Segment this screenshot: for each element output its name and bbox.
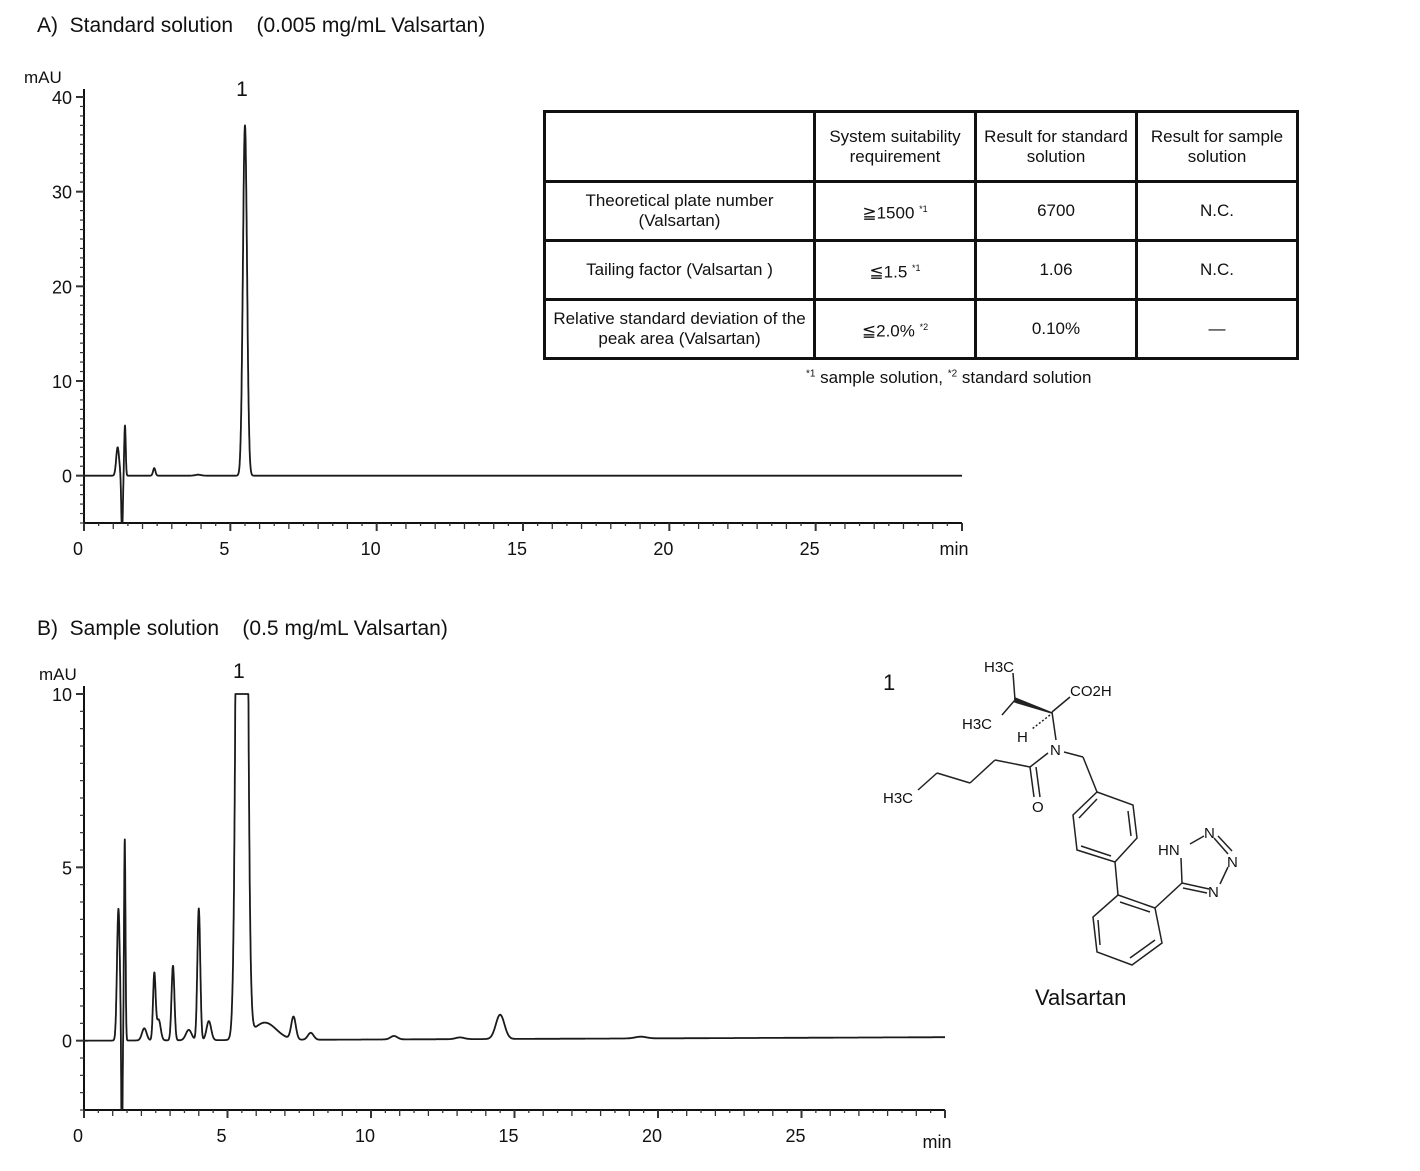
y-tick-label: 0: [62, 1032, 72, 1052]
panel-a-title: A) Standard solution (0.005 mg/mL Valsar…: [37, 14, 485, 37]
atom-label: H3C: [883, 790, 913, 807]
footnote-mark: *1: [919, 203, 928, 214]
sample-cell: N.C.: [1135, 239, 1299, 301]
x-axis-label: min: [939, 539, 968, 559]
table-footnote: *1 sample solution, *2 standard solution: [806, 368, 1091, 388]
atom-label: N: [1050, 742, 1061, 759]
standard-cell: 6700: [974, 180, 1138, 242]
footnote-mark: *1: [912, 262, 921, 273]
structure-labels: 1 H3C H3C H3C CO2H H N O HN N N N Valsar…: [883, 659, 1238, 1010]
system-suitability-table: System suitability requirement Result fo…: [543, 110, 1299, 360]
table-row: Tailing factor (Valsartan ) ≦1.5 *1 1.06…: [543, 239, 1299, 301]
footnote-mark: *1: [806, 368, 816, 380]
requirement-value: ≧1500: [862, 203, 915, 223]
table-header-row: System suitability requirement Result fo…: [543, 110, 1299, 183]
footnote-text: sample solution,: [815, 368, 948, 387]
sample-cell: N.C.: [1135, 180, 1299, 242]
requirement-cell: ≦2.0% *2: [813, 298, 977, 360]
y-tick-label: 10: [52, 372, 72, 392]
chromatogram-trace: [83, 693, 946, 1111]
y-tick-label: 10: [52, 685, 72, 705]
structure-name: Valsartan: [1035, 985, 1126, 1010]
sample-cell: —: [1135, 298, 1299, 360]
footnote-mark: *2: [947, 368, 958, 380]
header-cell: Result for standard solution: [974, 110, 1138, 183]
footnote-text: standard solution: [957, 368, 1092, 387]
x-tick-label: 0: [73, 1126, 83, 1146]
x-axis-label: min: [922, 1132, 951, 1152]
table-row: Relative standard deviation of the peak …: [543, 298, 1299, 360]
y-tick-label: 20: [52, 277, 72, 297]
x-tick-label: 15: [507, 539, 527, 559]
atom-label: N: [1204, 825, 1215, 842]
requirement-cell: ≦1.5 *1: [813, 239, 977, 301]
standard-cell: 1.06: [974, 239, 1138, 301]
structure-number: 1: [883, 670, 895, 695]
x-tick-label: 20: [642, 1126, 662, 1146]
chromatogram-trace: [83, 124, 963, 524]
footnote-mark: *2: [919, 321, 929, 332]
y-axis-label: mAU: [39, 665, 77, 684]
x-tick-label: 25: [785, 1126, 805, 1146]
y-axis-label: mAU: [24, 68, 62, 87]
atom-label: HN: [1158, 842, 1180, 859]
x-tick-label: 0: [73, 539, 83, 559]
y-tick-label: 40: [52, 88, 72, 108]
y-tick-label: 30: [52, 183, 72, 203]
standard-cell: 0.10%: [974, 298, 1138, 360]
requirement-cell: ≧1500 *1: [813, 180, 977, 242]
x-tick-label: 5: [219, 539, 229, 559]
header-cell: System suitability requirement: [813, 110, 977, 183]
atom-label: H3C: [962, 716, 992, 733]
y-tick-label: 5: [62, 858, 72, 878]
valsartan-structure: [917, 672, 1233, 966]
x-tick-label: 25: [800, 539, 820, 559]
atom-label: N: [1227, 854, 1238, 871]
header-cell: [543, 110, 816, 183]
atom-label: H3C: [984, 659, 1014, 676]
requirement-value: ≦2.0%: [861, 321, 915, 341]
table-row: Theoretical plate number (Valsartan) ≧15…: [543, 180, 1299, 242]
atom-label: H: [1017, 729, 1028, 746]
item-cell: Tailing factor (Valsartan ): [543, 239, 816, 301]
panel-b-title: B) Sample solution (0.5 mg/mL Valsartan): [37, 617, 448, 640]
item-cell: Relative standard deviation of the peak …: [543, 298, 816, 360]
y-tick-label: 0: [62, 467, 72, 487]
item-cell: Theoretical plate number (Valsartan): [543, 180, 816, 242]
x-tick-label: 15: [498, 1126, 518, 1146]
x-tick-label: 10: [355, 1126, 375, 1146]
x-tick-label: 5: [216, 1126, 226, 1146]
requirement-value: ≦1.5: [869, 262, 908, 282]
atom-label: CO2H: [1070, 683, 1112, 700]
atom-label: N: [1208, 884, 1219, 901]
x-tick-label: 20: [653, 539, 673, 559]
peak-label: 1: [233, 660, 245, 683]
x-tick-label: 10: [361, 539, 381, 559]
peak-label: 1: [236, 78, 248, 101]
header-cell: Result for sample solution: [1135, 110, 1299, 183]
atom-label: O: [1032, 799, 1044, 816]
